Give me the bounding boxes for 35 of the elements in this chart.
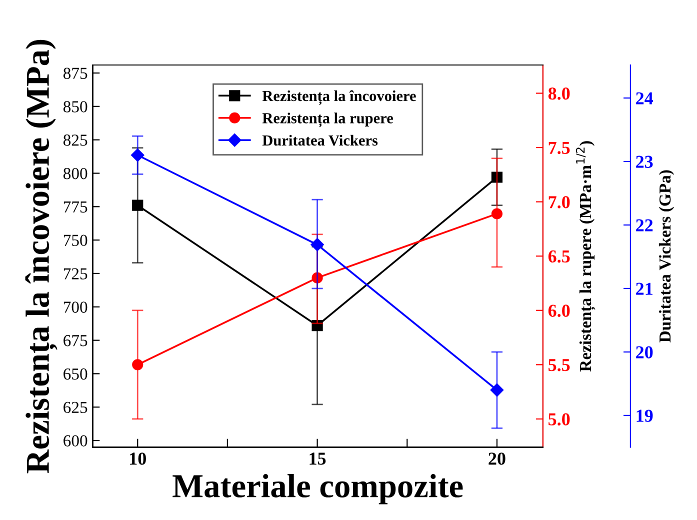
x-tick-label: 10 — [130, 452, 146, 465]
y-tick-label: 800 — [63, 168, 88, 180]
y3-tick-label: 21 — [636, 282, 652, 295]
y2-tick-label: 5.5 — [548, 359, 570, 372]
y3-axis-title: Duritatea Vickers (GPa) — [658, 170, 674, 342]
x-axis-title: Materiale compozite — [172, 474, 463, 504]
x-tick-label: 20 — [488, 452, 506, 465]
y2-axis-title: Rezistența la rupere (MPa·m$^{1/2}$) — [576, 141, 596, 372]
y-tick-label: 700 — [64, 302, 88, 313]
y3-tick-label: 23 — [636, 156, 653, 168]
y2-tick-label: 6.0 — [548, 304, 570, 317]
y-tick-label: 775 — [64, 202, 88, 213]
y2-tick-label: 7.5 — [548, 142, 570, 154]
legend-label: Rezistența la rupere — [262, 112, 393, 128]
y3-tick-label: 19 — [636, 410, 653, 422]
y3-tick-label: 24 — [636, 92, 654, 104]
legend-label: Duritatea Vickers — [262, 134, 378, 146]
y-tick-label: 600 — [64, 435, 88, 446]
y2-tick-label: 8.0 — [548, 87, 570, 100]
y2-tick-label: 5.0 — [548, 413, 570, 426]
y-tick-label: 850 — [63, 101, 88, 112]
y-tick-label: 625 — [64, 402, 88, 414]
y3-tick-label: 20 — [636, 346, 653, 358]
x-tick-label: 15 — [310, 452, 326, 465]
y-axis-title: Rezistența la încovoiere (MPa) — [25, 40, 58, 474]
y-tick-label: 750 — [64, 234, 88, 246]
legend-label: Rezistența la încovoiere — [262, 90, 416, 105]
y-tick-label: 725 — [64, 268, 88, 280]
y2-tick-label: 6.5 — [548, 250, 570, 263]
y-tick-label: 650 — [64, 368, 88, 380]
y2-tick-label: 7.0 — [548, 196, 570, 208]
y-tick-label: 675 — [64, 335, 88, 346]
y-tick-label: 875 — [63, 68, 88, 79]
y-tick-label: 825 — [63, 134, 88, 146]
y3-tick-label: 22 — [636, 219, 653, 232]
